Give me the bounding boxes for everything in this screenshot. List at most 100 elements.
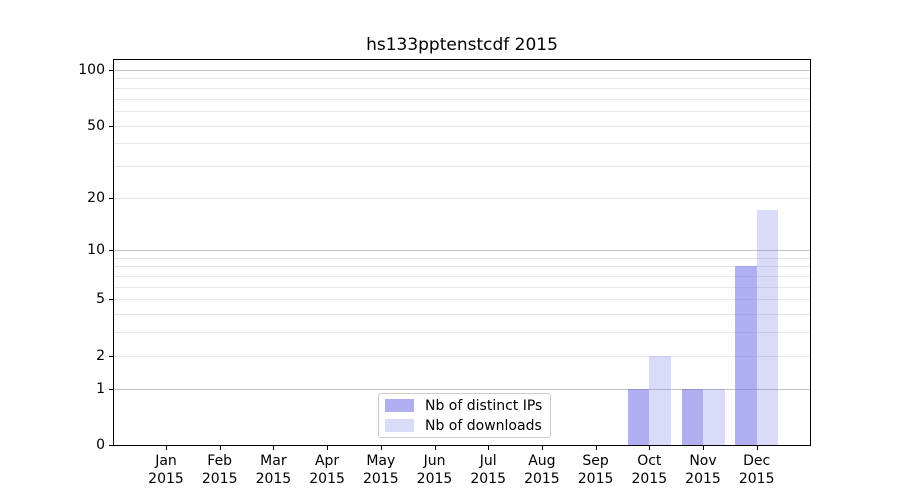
x-label-month: Dec	[743, 453, 771, 469]
bar-downloads-dec	[756, 210, 779, 445]
x-tick-sep	[595, 446, 597, 450]
gridline-y-7	[114, 276, 810, 278]
y-tick-label-20: 20	[87, 189, 105, 206]
x-label-year: 2015	[577, 470, 614, 487]
x-label-year: 2015	[416, 470, 453, 487]
gridline-y-2	[114, 355, 810, 357]
x-label-month: Aug	[528, 453, 556, 469]
x-label-month: May	[366, 453, 396, 469]
x-label-year: 2015	[738, 470, 775, 487]
gridline-y-8	[114, 266, 810, 268]
x-label-year: 2015	[148, 470, 184, 487]
x-label-year: 2015	[685, 470, 721, 487]
gridline-y-30	[114, 165, 810, 167]
y-tick-0	[109, 445, 113, 446]
x-tick-mar	[273, 446, 275, 450]
x-label-year: 2015	[309, 470, 345, 487]
x-label-year: 2015	[255, 470, 292, 487]
legend: Nb of distinct IPs Nb of downloads	[378, 393, 552, 438]
gridline-y-4	[114, 314, 810, 316]
legend-swatch-downloads	[385, 419, 414, 432]
x-tick-label-oct: Oct 2015	[617, 453, 681, 488]
legend-entry-distinct-ips: Nb of distinct IPs	[385, 397, 542, 414]
x-label-year: 2015	[470, 470, 506, 487]
y-tick-10	[109, 250, 113, 252]
chart-title: hs133pptenstcdf 2015	[366, 35, 558, 55]
y-tick-label-100: 100	[78, 62, 105, 78]
legend-entry-downloads: Nb of downloads	[385, 417, 542, 434]
x-label-month: Mar	[260, 453, 287, 469]
gridline-y-50	[114, 125, 810, 127]
y-tick-label-10: 10	[87, 242, 105, 259]
x-label-month: Sep	[582, 453, 609, 469]
x-tick-apr	[327, 446, 329, 450]
y-tick-20	[109, 197, 113, 199]
x-tick-label-nov: Nov 2015	[671, 453, 735, 488]
gridline-y-100	[114, 70, 810, 71]
x-tick-label-jun: Jun 2015	[403, 453, 467, 488]
x-tick-dec	[756, 446, 758, 450]
x-label-month: Jan	[155, 453, 177, 469]
gridline-y-6	[114, 286, 810, 288]
right-spine	[810, 59, 811, 446]
gridline-y-20	[114, 197, 810, 199]
x-tick-label-may: May 2015	[349, 453, 413, 488]
bar-downloads-nov	[703, 388, 725, 445]
gridline-y-70	[114, 98, 810, 100]
legend-label-distinct-ips: Nb of distinct IPs	[425, 397, 543, 414]
x-tick-label-apr: Apr 2015	[295, 453, 359, 488]
bar-distinct-ips-dec	[735, 266, 757, 445]
y-axis-line	[113, 59, 114, 446]
x-label-year: 2015	[524, 470, 560, 487]
x-label-month: Jul	[479, 453, 497, 469]
gridline-y-80	[114, 87, 810, 89]
bar-distinct-ips-oct	[627, 388, 650, 445]
y-tick-label-2: 2	[96, 347, 105, 364]
x-tick-feb	[219, 446, 221, 450]
x-tick-jun	[434, 446, 436, 450]
x-tick-label-mar: Mar 2015	[241, 453, 305, 488]
x-tick-label-sep: Sep 2015	[564, 453, 628, 488]
y-tick-2	[109, 355, 113, 357]
gridline-y-10	[114, 250, 810, 252]
x-label-month: Jun	[423, 453, 446, 469]
x-label-year: 2015	[362, 470, 399, 487]
gridline-y-3	[114, 332, 810, 334]
x-tick-nov	[703, 446, 704, 450]
x-label-month: Apr	[314, 453, 340, 469]
x-tick-label-aug: Aug 2015	[510, 453, 574, 488]
gridline-y-1	[114, 388, 810, 390]
gridline-y-60	[114, 110, 810, 112]
y-tick-1	[109, 388, 113, 390]
y-tick-label-5: 5	[96, 291, 105, 308]
y-tick-label-50: 50	[87, 117, 105, 134]
x-tick-label-dec: Dec 2015	[725, 453, 789, 488]
legend-swatch-distinct-ips	[385, 399, 414, 412]
x-tick-label-jan: Jan 2015	[134, 453, 198, 488]
y-tick-label-1: 1	[96, 380, 105, 397]
y-tick-5	[109, 299, 113, 301]
gridline-y-5	[114, 299, 810, 301]
bar-downloads-oct	[649, 355, 671, 445]
x-tick-may	[380, 446, 382, 450]
x-label-year: 2015	[201, 470, 238, 487]
gridline-y-9	[114, 257, 810, 259]
x-tick-label-jul: Jul 2015	[456, 453, 520, 488]
bar-distinct-ips-nov	[681, 388, 703, 445]
y-tick-50	[109, 125, 113, 127]
x-axis-line	[113, 445, 811, 446]
x-tick-label-feb: Feb 2015	[188, 453, 252, 488]
y-tick-100	[109, 70, 113, 71]
top-spine	[113, 59, 811, 60]
x-label-month: Feb	[207, 453, 233, 469]
x-tick-jul	[488, 446, 490, 450]
gridline-y-40	[114, 143, 810, 145]
x-label-month: Nov	[689, 453, 717, 469]
x-label-month: Oct	[637, 453, 662, 469]
x-tick-jan	[166, 446, 167, 450]
x-tick-aug	[541, 446, 543, 450]
legend-label-downloads: Nb of downloads	[425, 417, 542, 434]
x-tick-oct	[649, 446, 651, 450]
y-tick-label-0: 0	[96, 437, 105, 453]
